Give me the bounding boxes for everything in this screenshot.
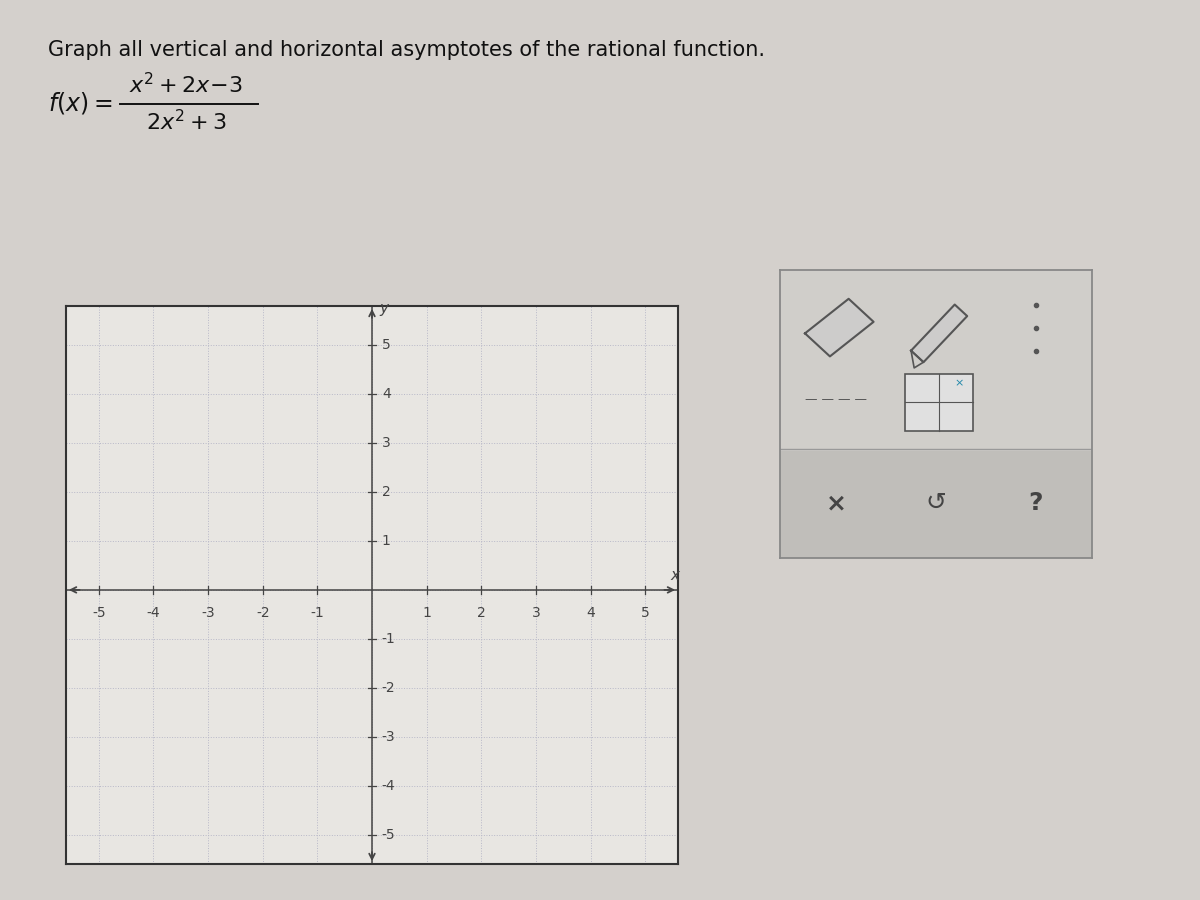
Text: 3: 3 (382, 436, 390, 450)
Text: -1: -1 (382, 632, 396, 646)
Text: -3: -3 (202, 606, 215, 619)
Text: $x^2+2x\!-\!3$: $x^2+2x\!-\!3$ (128, 73, 244, 98)
Text: -4: -4 (146, 606, 161, 619)
Text: ×: × (826, 491, 847, 516)
Text: ×: × (955, 379, 964, 389)
Text: -1: -1 (311, 606, 324, 619)
FancyBboxPatch shape (905, 374, 973, 431)
Text: -2: -2 (256, 606, 270, 619)
Text: -4: -4 (382, 778, 396, 793)
Text: 5: 5 (382, 338, 390, 352)
Text: $f(x)=$: $f(x)=$ (48, 91, 113, 116)
Text: -3: -3 (382, 730, 396, 743)
Text: x: x (671, 568, 679, 582)
Text: -2: -2 (382, 680, 396, 695)
Text: $2x^2+3$: $2x^2+3$ (145, 110, 227, 135)
FancyBboxPatch shape (780, 452, 1092, 558)
Text: -5: -5 (382, 828, 396, 842)
Text: ↺: ↺ (925, 491, 947, 516)
Text: 1: 1 (422, 606, 431, 619)
Text: 1: 1 (382, 534, 391, 548)
Polygon shape (911, 304, 967, 362)
Text: -5: -5 (92, 606, 106, 619)
Polygon shape (805, 299, 874, 356)
Text: 3: 3 (532, 606, 540, 619)
Text: ?: ? (1028, 491, 1043, 516)
Text: 2: 2 (382, 485, 390, 499)
Text: 4: 4 (382, 387, 390, 401)
Text: 2: 2 (476, 606, 486, 619)
Text: Graph all vertical and horizontal asymptotes of the rational function.: Graph all vertical and horizontal asympt… (48, 40, 766, 60)
Text: — — — —: — — — — (805, 393, 868, 406)
Text: 4: 4 (586, 606, 595, 619)
Text: 5: 5 (641, 606, 649, 619)
Text: y: y (379, 301, 389, 316)
